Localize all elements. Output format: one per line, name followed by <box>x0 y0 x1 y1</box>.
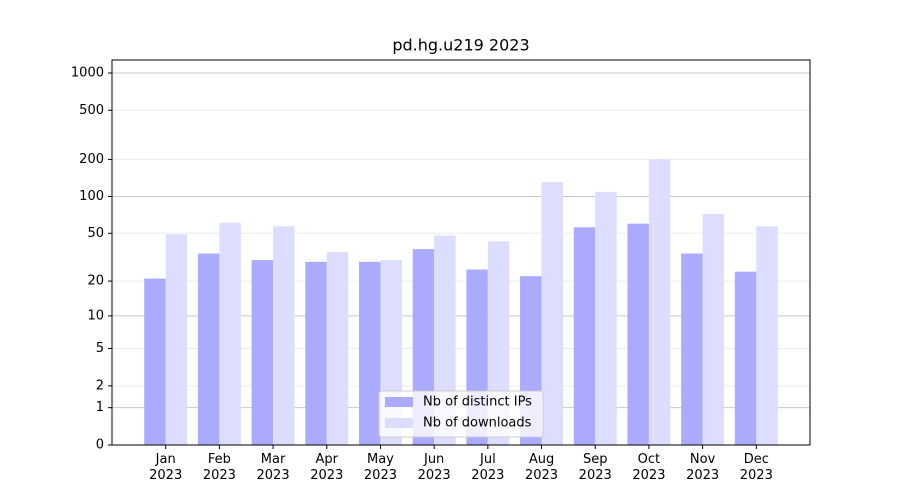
x-tick-label: Apr 2023 <box>310 452 344 483</box>
bar <box>144 278 166 445</box>
x-tick-label: Nov 2023 <box>686 452 720 483</box>
bar <box>358 261 381 445</box>
y-tick-label: 0 <box>96 438 104 453</box>
y-tick-label: 2 <box>96 378 104 393</box>
x-tick-label: Aug 2023 <box>524 452 559 483</box>
bar <box>627 223 649 445</box>
y-tick-label: 1 <box>96 400 104 415</box>
x-tick-label: Feb 2023 <box>202 452 236 483</box>
bar <box>595 191 617 445</box>
bar <box>219 222 241 445</box>
bar <box>541 182 564 445</box>
bar <box>756 226 778 445</box>
x-tick-label: Dec 2023 <box>739 452 773 483</box>
y-tick-label: 20 <box>87 274 104 289</box>
bar <box>305 261 327 445</box>
x-tick-label: Jul 2023 <box>471 452 505 483</box>
bar <box>573 227 596 445</box>
bar <box>165 234 188 445</box>
x-tick-label: Mar 2023 <box>256 452 290 483</box>
x-tick-label: Jun 2023 <box>417 452 451 483</box>
bar <box>648 159 671 445</box>
bar <box>734 271 757 445</box>
y-tick-label: 100 <box>79 189 104 204</box>
plot-frame <box>111 59 811 446</box>
bar <box>326 252 349 445</box>
y-tick-label: 1000 <box>71 65 104 80</box>
bar <box>197 253 220 445</box>
y-tick-label: 10 <box>87 308 104 323</box>
bar <box>702 213 725 445</box>
bar <box>251 260 274 445</box>
legend-swatch <box>385 397 413 407</box>
x-tick-label: Sep 2023 <box>578 452 612 483</box>
y-tick-label: 50 <box>87 226 104 241</box>
x-tick-label: Jan 2023 <box>149 452 183 483</box>
legend-label: Nb of downloads <box>423 416 532 431</box>
legend-label: Nb of distinct IPs <box>423 395 532 410</box>
y-tick-label: 5 <box>96 341 104 356</box>
y-tick-label: 200 <box>79 152 104 167</box>
bar <box>273 226 295 445</box>
bar <box>681 253 703 445</box>
legend: Nb of distinct IPs Nb of downloads <box>378 390 544 438</box>
legend-swatch <box>385 418 413 428</box>
y-tick-label: 500 <box>79 103 104 118</box>
legend-box <box>378 390 544 438</box>
chart-title: pd.hg.u219 2023 <box>392 36 529 55</box>
x-tick-label: May 2023 <box>363 452 397 483</box>
x-tick-label: Oct 2023 <box>632 452 666 483</box>
